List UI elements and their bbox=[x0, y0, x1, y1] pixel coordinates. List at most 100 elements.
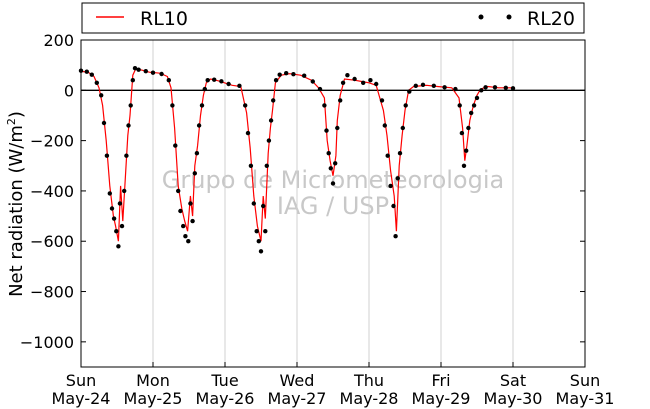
data-point bbox=[212, 77, 217, 82]
data-point bbox=[173, 143, 178, 148]
data-point bbox=[256, 239, 261, 244]
data-point bbox=[248, 163, 254, 168]
data-point bbox=[317, 86, 323, 92]
data-point bbox=[338, 98, 343, 103]
data-point bbox=[194, 151, 200, 156]
data-point bbox=[245, 130, 251, 136]
x-tick-day-label: Tue bbox=[210, 371, 238, 390]
data-point bbox=[391, 203, 396, 209]
x-tick-date-label: May-29 bbox=[412, 389, 471, 408]
data-point bbox=[361, 80, 366, 86]
data-point bbox=[181, 223, 186, 229]
data-point bbox=[104, 153, 110, 158]
data-point bbox=[459, 130, 465, 136]
data-point bbox=[310, 79, 315, 84]
data-point bbox=[186, 239, 191, 244]
data-point bbox=[395, 176, 400, 181]
x-axis: SunMay-24MonMay-25TueMay-26WedMay-27ThuM… bbox=[52, 362, 614, 408]
data-point bbox=[150, 70, 156, 75]
x-tick-day-label: Sat bbox=[500, 371, 526, 390]
data-point bbox=[199, 103, 205, 108]
data-point bbox=[136, 67, 141, 72]
data-point bbox=[159, 71, 164, 77]
x-tick-date-label: May-24 bbox=[52, 389, 111, 408]
y-tick-label: −600 bbox=[30, 232, 74, 251]
data-point bbox=[431, 83, 436, 89]
legend-rl10-label: RL10 bbox=[140, 8, 188, 30]
x-tick-date-label: May-27 bbox=[268, 389, 327, 408]
data-point bbox=[219, 79, 224, 84]
legend-rl20-label: RL20 bbox=[527, 8, 575, 30]
data-point bbox=[117, 201, 123, 206]
data-point bbox=[403, 103, 408, 108]
data-point bbox=[492, 85, 498, 90]
x-tick-day-label: Mon bbox=[136, 371, 170, 390]
data-point bbox=[251, 201, 256, 206]
x-tick-day-label: Sun bbox=[66, 371, 96, 390]
data-point bbox=[461, 163, 467, 168]
x-tick-day-label: Sun bbox=[570, 371, 600, 390]
data-point bbox=[407, 89, 412, 94]
data-point bbox=[116, 244, 121, 249]
data-point bbox=[205, 78, 210, 83]
y-tick-label: −400 bbox=[30, 182, 74, 201]
x-tick-date-label: May-28 bbox=[340, 389, 399, 408]
x-tick-day-label: Thu bbox=[353, 371, 384, 390]
x-tick-date-label: May-25 bbox=[124, 389, 183, 408]
data-point bbox=[382, 123, 387, 128]
data-point bbox=[99, 93, 104, 98]
data-point bbox=[166, 78, 171, 83]
data-point bbox=[114, 229, 119, 234]
y-tick-label: −800 bbox=[30, 283, 74, 302]
data-point bbox=[302, 73, 307, 78]
y-axis: 200 0 −200 −400 −600 −800 −1000 bbox=[20, 31, 585, 352]
data-point bbox=[268, 118, 274, 123]
data-point bbox=[335, 125, 340, 131]
data-point bbox=[352, 76, 357, 82]
data-point bbox=[94, 80, 100, 86]
data-point bbox=[128, 103, 133, 108]
data-point bbox=[330, 181, 336, 186]
grid bbox=[152, 40, 514, 367]
data-point bbox=[333, 161, 338, 166]
y-tick-label: −200 bbox=[30, 132, 74, 151]
data-point bbox=[143, 69, 148, 74]
data-point bbox=[466, 125, 471, 131]
data-point bbox=[89, 72, 95, 77]
data-point bbox=[122, 188, 127, 194]
data-point bbox=[196, 123, 202, 128]
data-point bbox=[479, 88, 484, 93]
data-point bbox=[178, 208, 183, 214]
legend: RL10 RL20 bbox=[81, 2, 585, 34]
data-point bbox=[471, 103, 477, 108]
data-point bbox=[109, 206, 115, 211]
data-point bbox=[130, 78, 135, 83]
x-tick-date-label: May-26 bbox=[196, 389, 255, 408]
data-point bbox=[226, 81, 231, 87]
data-point bbox=[192, 171, 197, 176]
y-axis-title-main: Net radiation (W/m bbox=[6, 125, 27, 297]
data-point bbox=[291, 72, 296, 77]
series-markers-rl20 bbox=[78, 66, 516, 254]
data-point bbox=[101, 120, 107, 126]
data-point bbox=[368, 78, 373, 83]
data-point bbox=[420, 82, 426, 88]
data-point bbox=[107, 191, 113, 196]
data-point bbox=[322, 103, 327, 108]
data-point bbox=[503, 85, 508, 91]
data-point bbox=[111, 216, 117, 221]
data-point bbox=[393, 234, 398, 239]
data-point bbox=[345, 73, 350, 78]
data-point bbox=[442, 85, 447, 90]
y-axis-title-superscript: 2 bbox=[5, 118, 18, 125]
data-point bbox=[413, 83, 418, 89]
data-point bbox=[453, 86, 458, 92]
data-point bbox=[374, 81, 379, 87]
data-point bbox=[188, 201, 193, 206]
watermark-line-1: Grupo de Micrometeorologia bbox=[162, 166, 504, 194]
data-point bbox=[273, 78, 279, 83]
data-point bbox=[324, 128, 329, 133]
data-point bbox=[263, 229, 268, 234]
y-axis-title: Net radiation (W/m2) bbox=[5, 111, 27, 297]
